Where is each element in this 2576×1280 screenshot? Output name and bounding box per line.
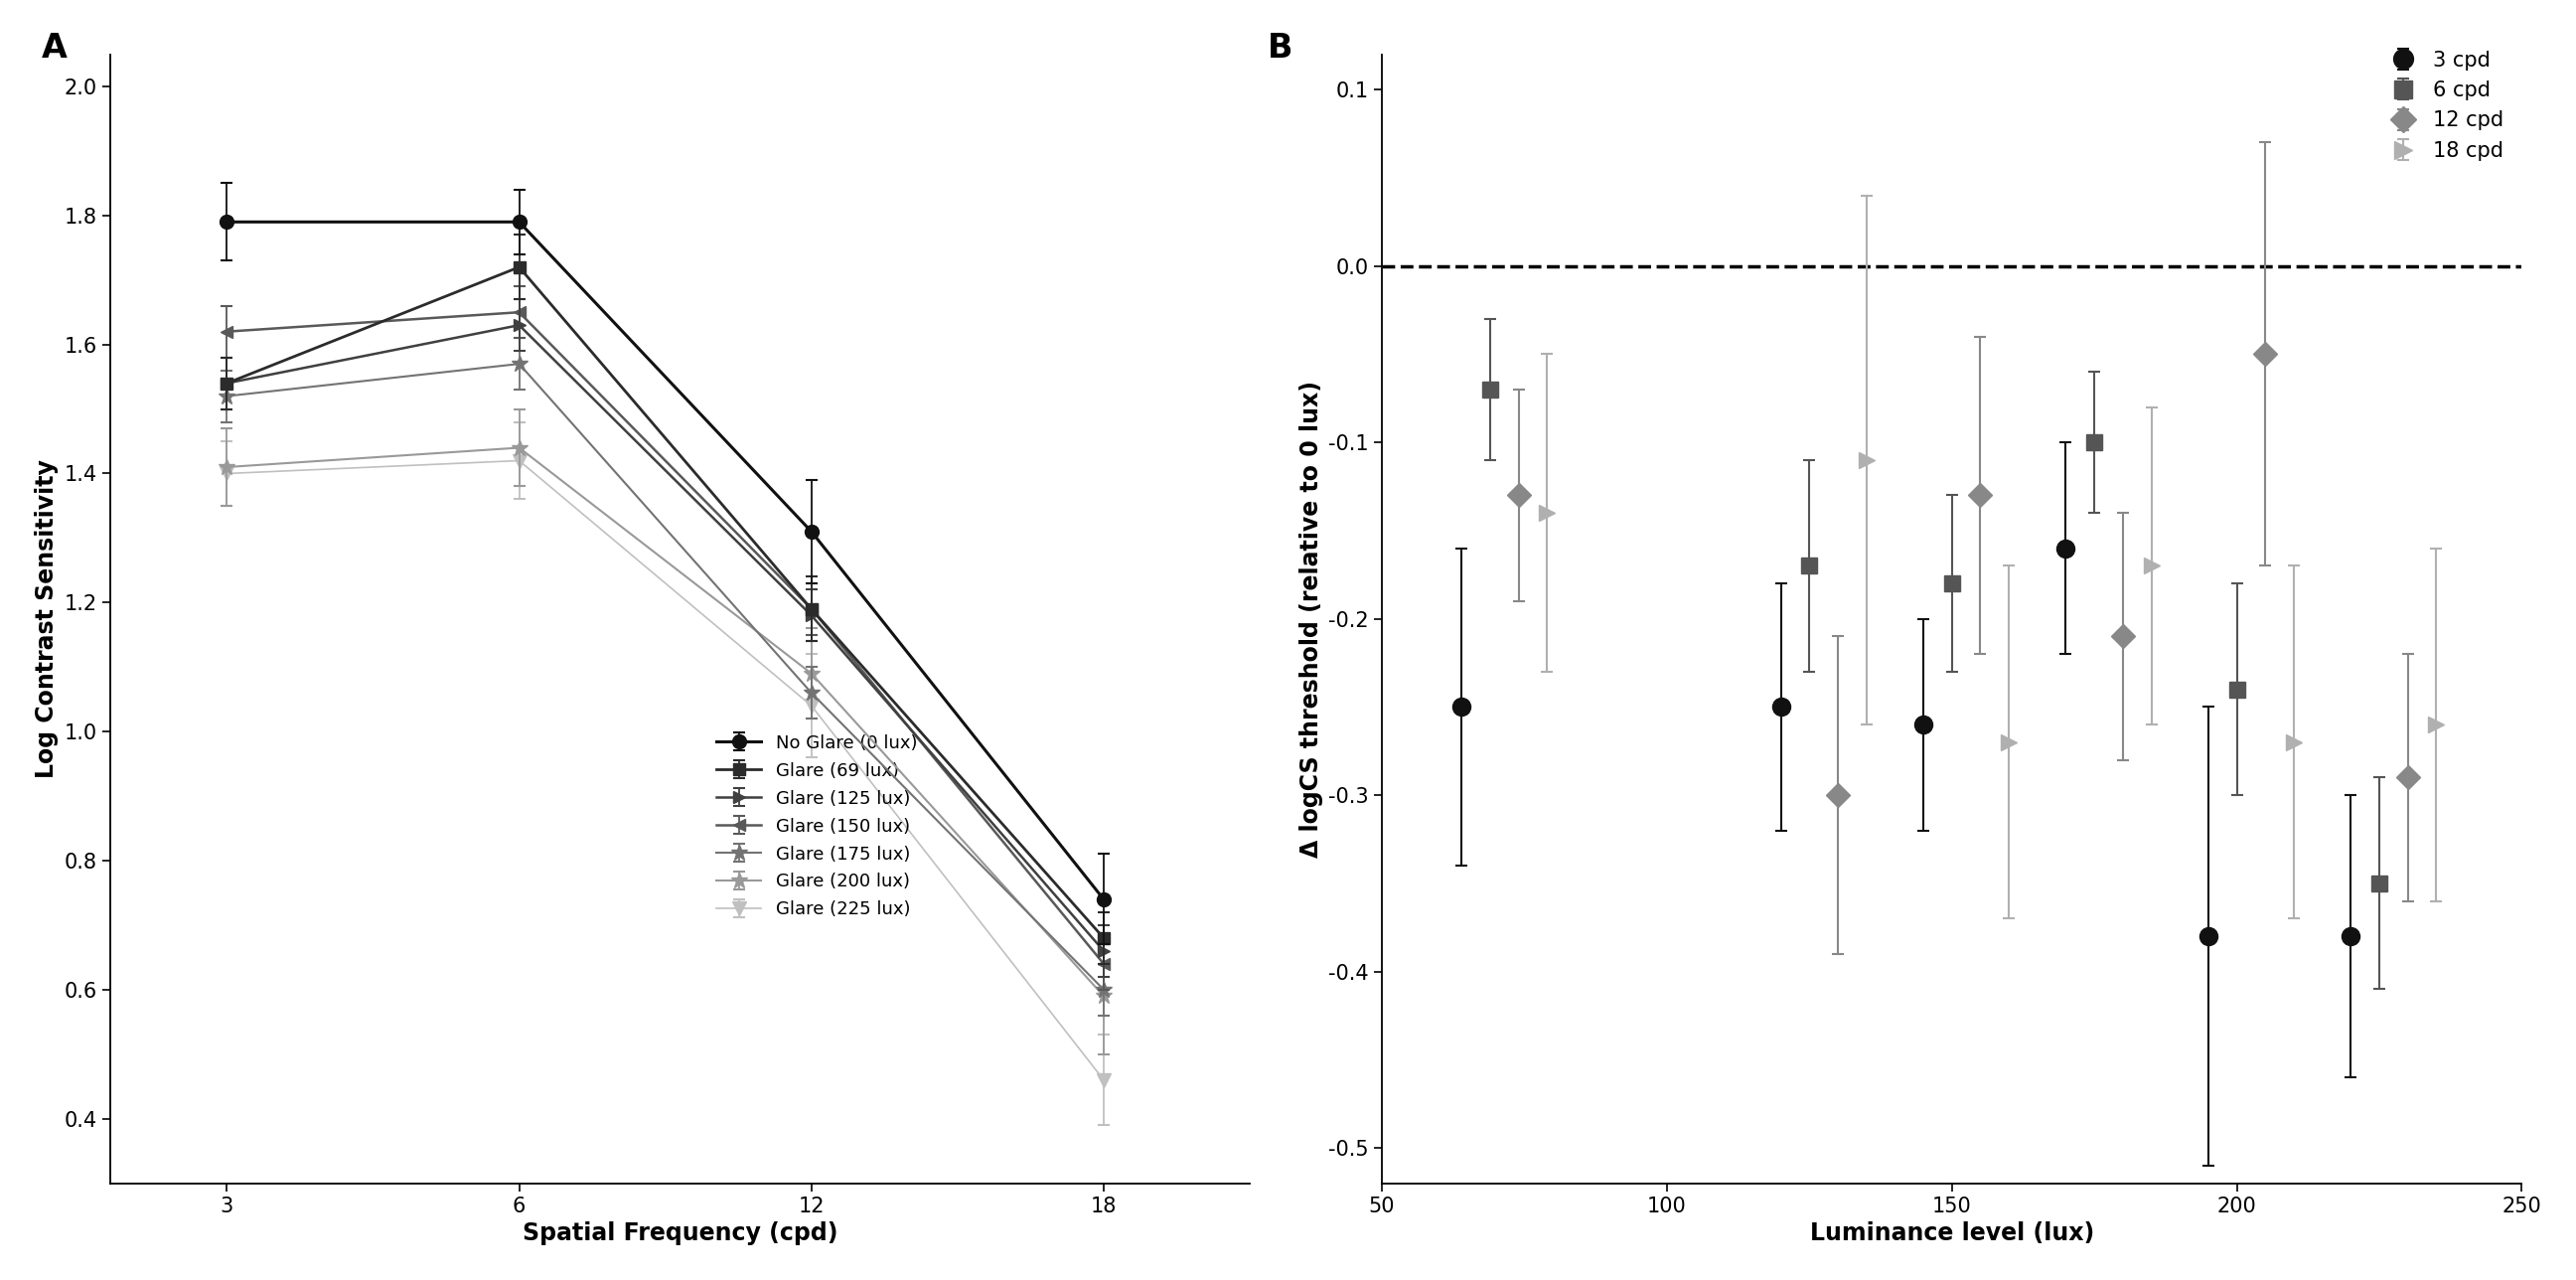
- X-axis label: Spatial Frequency (cpd): Spatial Frequency (cpd): [523, 1221, 837, 1245]
- Text: B: B: [1267, 32, 1293, 64]
- Y-axis label: Δ logCS threshold (relative to 0 lux): Δ logCS threshold (relative to 0 lux): [1298, 380, 1324, 858]
- Text: A: A: [41, 32, 67, 64]
- Y-axis label: Log Contrast Sensitivity: Log Contrast Sensitivity: [33, 460, 59, 778]
- Legend: No Glare (0 lux), Glare (69 lux), Glare (125 lux), Glare (150 lux), Glare (175 l: No Glare (0 lux), Glare (69 lux), Glare …: [708, 727, 925, 925]
- Legend: 3 cpd, 6 cpd, 12 cpd, 18 cpd: 3 cpd, 6 cpd, 12 cpd, 18 cpd: [2383, 42, 2512, 169]
- X-axis label: Luminance level (lux): Luminance level (lux): [1811, 1221, 2094, 1245]
